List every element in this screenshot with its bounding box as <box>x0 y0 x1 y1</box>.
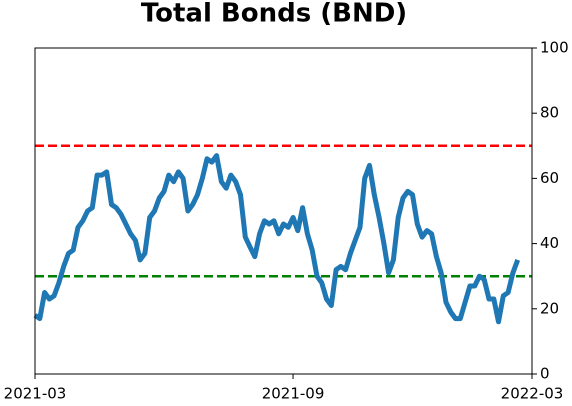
y-tick-label: 80 <box>540 104 559 122</box>
y-tick-label: 0 <box>540 365 550 383</box>
x-tick-label: 2021-03 <box>4 385 67 403</box>
y-tick-label: 60 <box>540 169 559 187</box>
y-tick-label: 100 <box>540 39 569 57</box>
data-line <box>33 153 521 325</box>
plot-frame <box>34 47 533 375</box>
x-tick-label: 2021-09 <box>262 385 325 403</box>
y-tick-label: 40 <box>540 234 559 252</box>
chart-title: Total Bonds (BND) <box>141 0 407 29</box>
x-tick-label: 2022-03 <box>501 385 564 403</box>
y-tick-label: 20 <box>540 299 559 317</box>
